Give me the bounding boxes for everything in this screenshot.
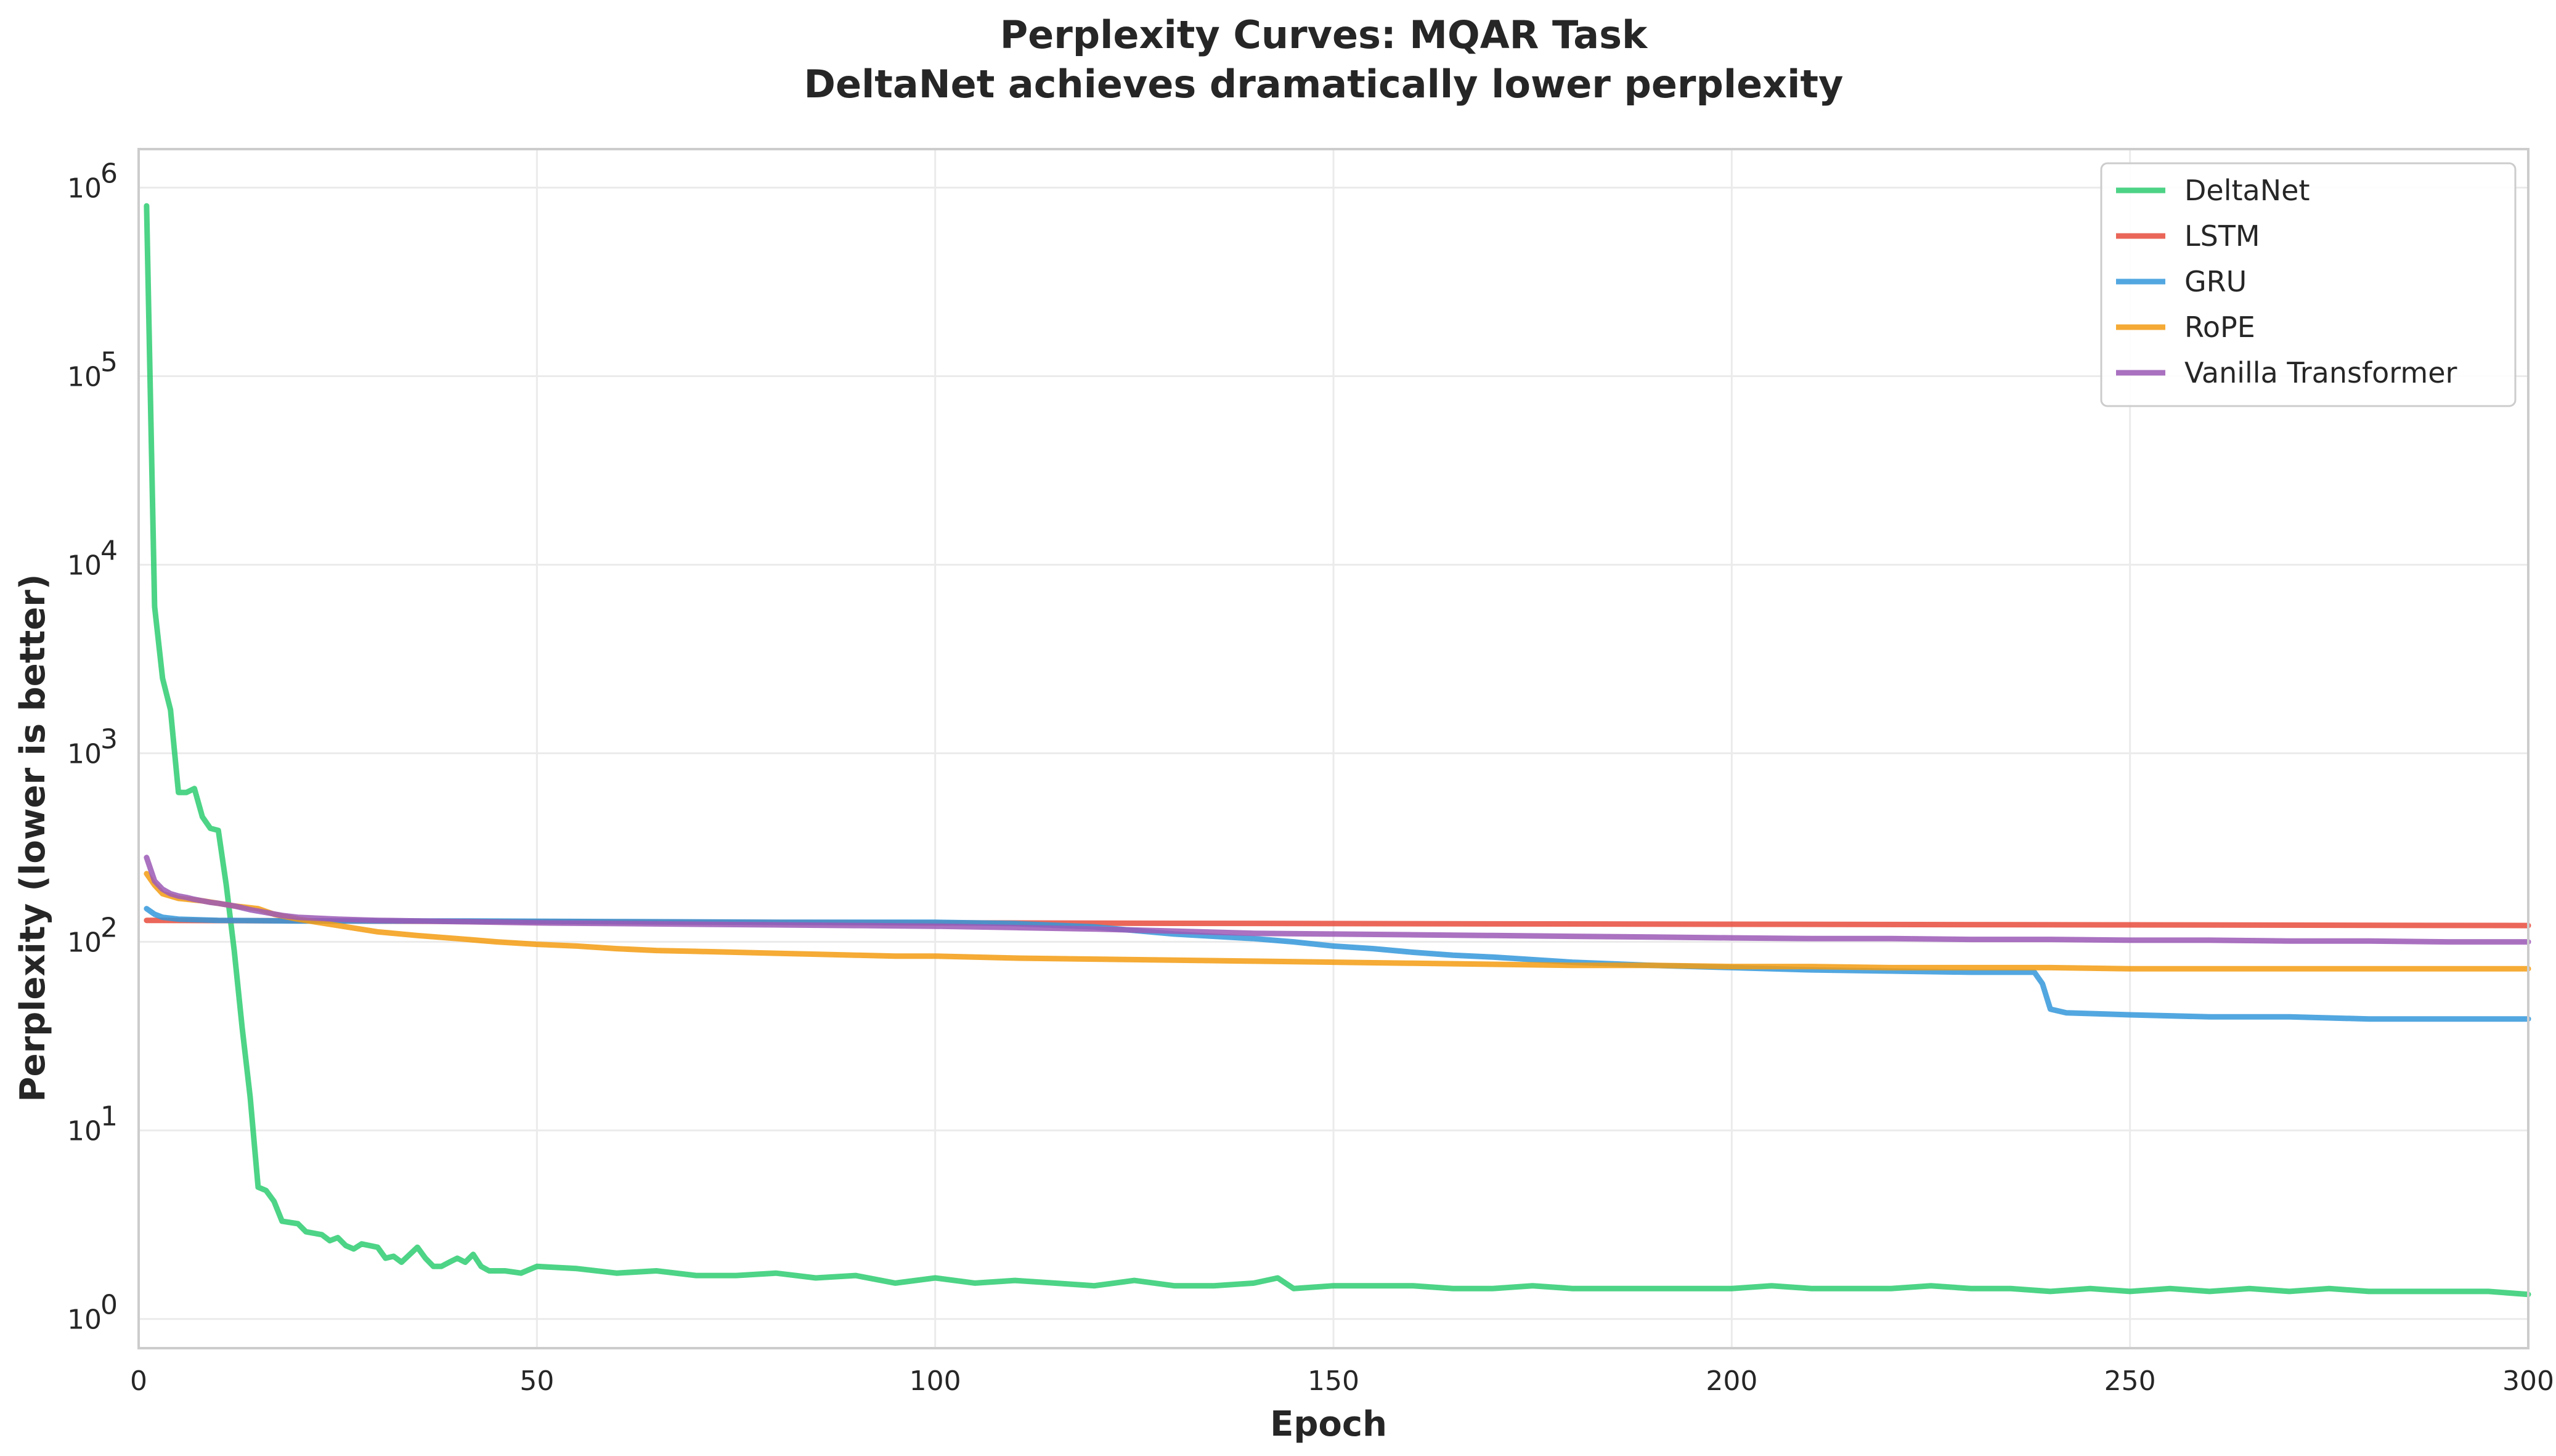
y-tick-exponent: 6 (100, 158, 118, 189)
y-axis-label: Perplexity (lower is better) (13, 574, 53, 1102)
legend-label: GRU (2184, 265, 2247, 298)
y-tick-label: 10 (67, 361, 102, 392)
y-tick-label: 10 (67, 1304, 102, 1336)
series-line-vanilla-transformer (144, 855, 2531, 945)
plot-frame (137, 148, 2530, 1349)
axes (137, 148, 2530, 1349)
y-tick-exponent: 3 (100, 724, 118, 755)
y-tick-label: 10 (67, 739, 102, 770)
y-tick-label: 10 (67, 173, 102, 204)
y-tick-exponent: 1 (100, 1101, 118, 1133)
y-tick-exponent: 2 (100, 913, 118, 944)
x-axis-ticks: 0 50 100 150 200 250 300 (130, 1365, 2554, 1397)
x-tick-label: 200 (1706, 1365, 1757, 1397)
series-lines (144, 203, 2531, 1298)
chart-subtitle: DeltaNet achieves dramatically lower per… (804, 62, 1844, 107)
y-tick-label: 10 (67, 550, 102, 582)
y-tick-exponent: 0 (100, 1290, 118, 1321)
x-tick-label: 300 (2502, 1365, 2554, 1397)
legend-label: RoPE (2184, 311, 2255, 344)
x-tick-label: 50 (519, 1365, 554, 1397)
x-tick-label: 150 (1308, 1365, 1359, 1397)
x-tick-label: 0 (130, 1365, 147, 1397)
legend: DeltaNet LSTM GRU RoPE Vanilla Transformer (2100, 162, 2517, 407)
chart-title: Perplexity Curves: MQAR Task (1000, 12, 1648, 57)
series-line-deltanet (144, 203, 2531, 1298)
legend-label: Vanilla Transformer (2184, 356, 2457, 389)
legend-box (2100, 162, 2517, 407)
x-axis-label: Epoch (1270, 1404, 1387, 1444)
legend-label: LSTM (2184, 219, 2260, 253)
y-tick-label: 10 (67, 1116, 102, 1147)
x-tick-label: 100 (910, 1365, 961, 1397)
legend-label: DeltaNet (2184, 174, 2310, 207)
x-tick-label: 250 (2104, 1365, 2156, 1397)
y-tick-label: 10 (67, 927, 102, 959)
y-tick-exponent: 5 (100, 346, 118, 378)
y-tick-exponent: 4 (100, 535, 118, 567)
